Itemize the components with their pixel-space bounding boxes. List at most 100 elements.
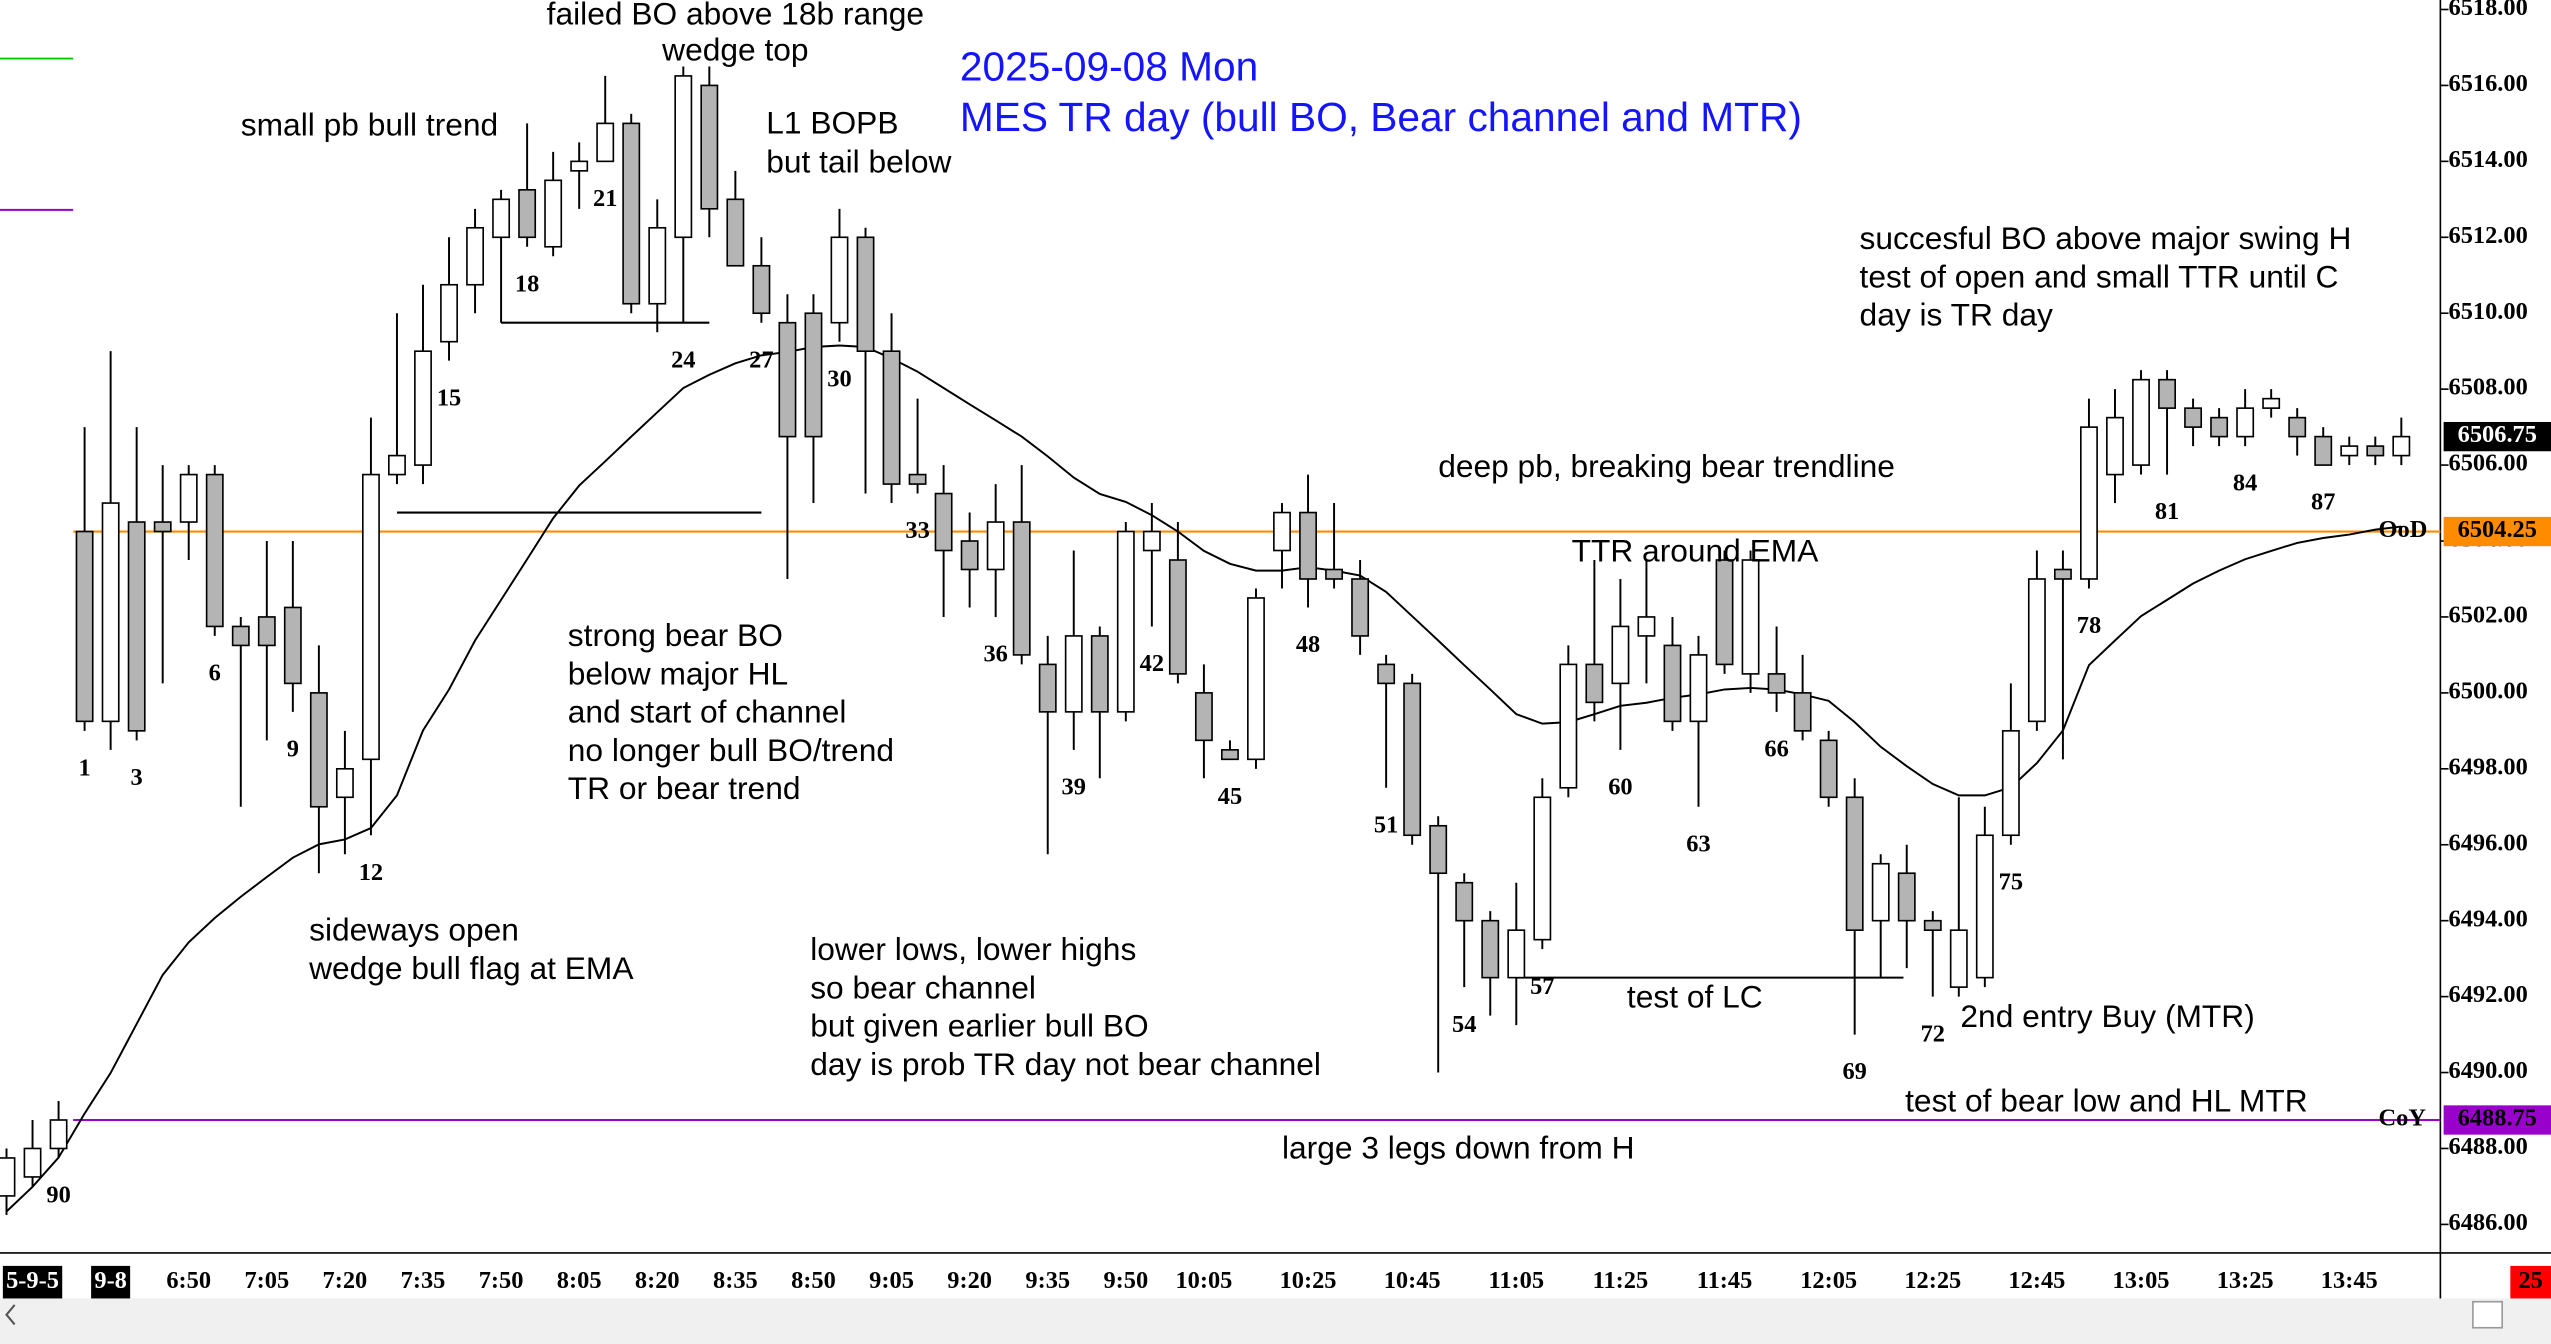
annotation: TR or bear trend: [568, 770, 801, 806]
x-tick-label: 7:35: [401, 1267, 446, 1294]
y-tick-label: 6508.00: [2449, 374, 2528, 401]
candle-body: [1533, 796, 1552, 941]
reference-label: OoD: [2379, 516, 2428, 543]
bar-number: 33: [905, 517, 929, 544]
candle-body: [466, 226, 485, 286]
candle-body: [283, 606, 302, 685]
annotation: large 3 legs down from H: [1282, 1130, 1635, 1166]
candle-body: [1793, 692, 1812, 732]
price-axis: [2440, 0, 2551, 1253]
annotation: wedge bull flag at EMA: [308, 950, 634, 986]
bar-number: 54: [1452, 1011, 1476, 1038]
x-tick-label: 5-9-5: [6, 1267, 59, 1294]
price-box-label: 6504.25: [2458, 516, 2537, 543]
candle-body: [752, 264, 771, 315]
bar-number: 51: [1374, 811, 1398, 838]
x-tick-label: 10:45: [1384, 1267, 1441, 1294]
candle-body: [2080, 426, 2098, 580]
candle-body: [674, 75, 693, 239]
candle-body: [1819, 739, 1838, 799]
x-tick-label: 9:35: [1025, 1267, 1070, 1294]
corner-badge-label: 25: [2518, 1267, 2542, 1294]
candle-body: [2340, 445, 2359, 457]
bar-number: 27: [749, 346, 773, 373]
chart-title: 2025-09-08 Mon: [960, 44, 1258, 90]
x-tick-label: 12:25: [1904, 1267, 1961, 1294]
candle-body: [388, 454, 406, 476]
candle-body: [1429, 824, 1448, 875]
candle-body: [1194, 692, 1213, 742]
candle-body: [1637, 616, 1656, 637]
candle-body: [1038, 663, 1057, 713]
y-tick-label: 6496.00: [2449, 829, 2528, 856]
candle-body: [23, 1147, 42, 1178]
bar-number: 48: [1296, 631, 1320, 658]
candle-body: [335, 768, 354, 799]
scroll-thumb[interactable]: [2472, 1300, 2504, 1329]
candle-body: [1455, 881, 1474, 922]
scroll-left[interactable]: [5, 1304, 16, 1326]
x-tick-label: 13:45: [2321, 1267, 2378, 1294]
candle-body: [1559, 663, 1578, 789]
last-price-box: [2443, 421, 2551, 452]
annotation: 2nd entry Buy (MTR): [1960, 998, 2254, 1034]
annotation: day is prob TR day not bear channel: [810, 1046, 1321, 1082]
candle-body: [1871, 862, 1890, 922]
annotation: sideways open: [309, 912, 519, 948]
x-tick-label: 9:05: [869, 1267, 914, 1294]
bar-number: 72: [1921, 1020, 1945, 1047]
y-tick-label: 6512.00: [2449, 222, 2528, 249]
candle-body: [1897, 872, 1916, 922]
candle-body: [726, 198, 745, 267]
candle-body: [1481, 919, 1500, 979]
bar-number: 66: [1764, 736, 1788, 763]
bar-number: 21: [593, 185, 617, 212]
annotation: failed BO above 18b range: [547, 0, 924, 32]
candle-body: [2132, 378, 2150, 466]
candle-body: [1767, 673, 1786, 694]
price-box: [2443, 516, 2551, 547]
candle-body: [2158, 378, 2176, 409]
candle-body: [1012, 521, 1031, 656]
candle-body: [101, 502, 120, 723]
candle-body: [1168, 559, 1187, 675]
bar-number: 69: [1842, 1058, 1866, 1085]
candle-body: [1741, 559, 1760, 675]
annotation: test of bear low and HL MTR: [1905, 1083, 2308, 1119]
bar-number: 78: [2077, 612, 2101, 639]
x-tick-label: 13:05: [2113, 1267, 2170, 1294]
candle-body: [0, 1157, 16, 1197]
y-tick-label: 6486.00: [2449, 1209, 2528, 1236]
candle-body: [1220, 749, 1239, 761]
bar-number: 9: [287, 736, 299, 763]
candle-body: [1585, 663, 1604, 704]
bar-number: 39: [1062, 773, 1086, 800]
annotation: so bear channel: [810, 969, 1036, 1005]
candle-body: [882, 350, 901, 485]
y-tick-label: 6506.00: [2449, 450, 2528, 477]
bar-number: 18: [515, 270, 539, 297]
y-tick-label: 6510.00: [2449, 298, 2528, 325]
candle-body: [361, 473, 380, 761]
candle-body: [1975, 834, 1994, 979]
candle-body: [1299, 511, 1317, 580]
candle-body: [2027, 578, 2046, 723]
candle-body: [257, 616, 276, 647]
candle-body: [1116, 530, 1135, 713]
x-tick-label: 12:45: [2008, 1267, 2065, 1294]
candle-body: [153, 521, 172, 533]
annotation: no longer bull BO/trend: [568, 732, 894, 768]
x-tick-label: 8:35: [713, 1267, 758, 1294]
scrollbar[interactable]: [0, 1298, 2551, 1344]
candle-body: [49, 1119, 68, 1150]
candle-body: [518, 189, 537, 239]
candle-body: [179, 473, 198, 523]
annotation: wedge top: [661, 31, 808, 67]
annotation: strong bear BO: [568, 617, 783, 653]
x-tick-label: 8:20: [635, 1267, 680, 1294]
candle-body: [1377, 663, 1396, 685]
x-tick-label: 10:25: [1280, 1267, 1337, 1294]
candle-body: [1351, 578, 1370, 637]
candle-body: [648, 226, 667, 305]
candle-body: [2392, 435, 2411, 457]
